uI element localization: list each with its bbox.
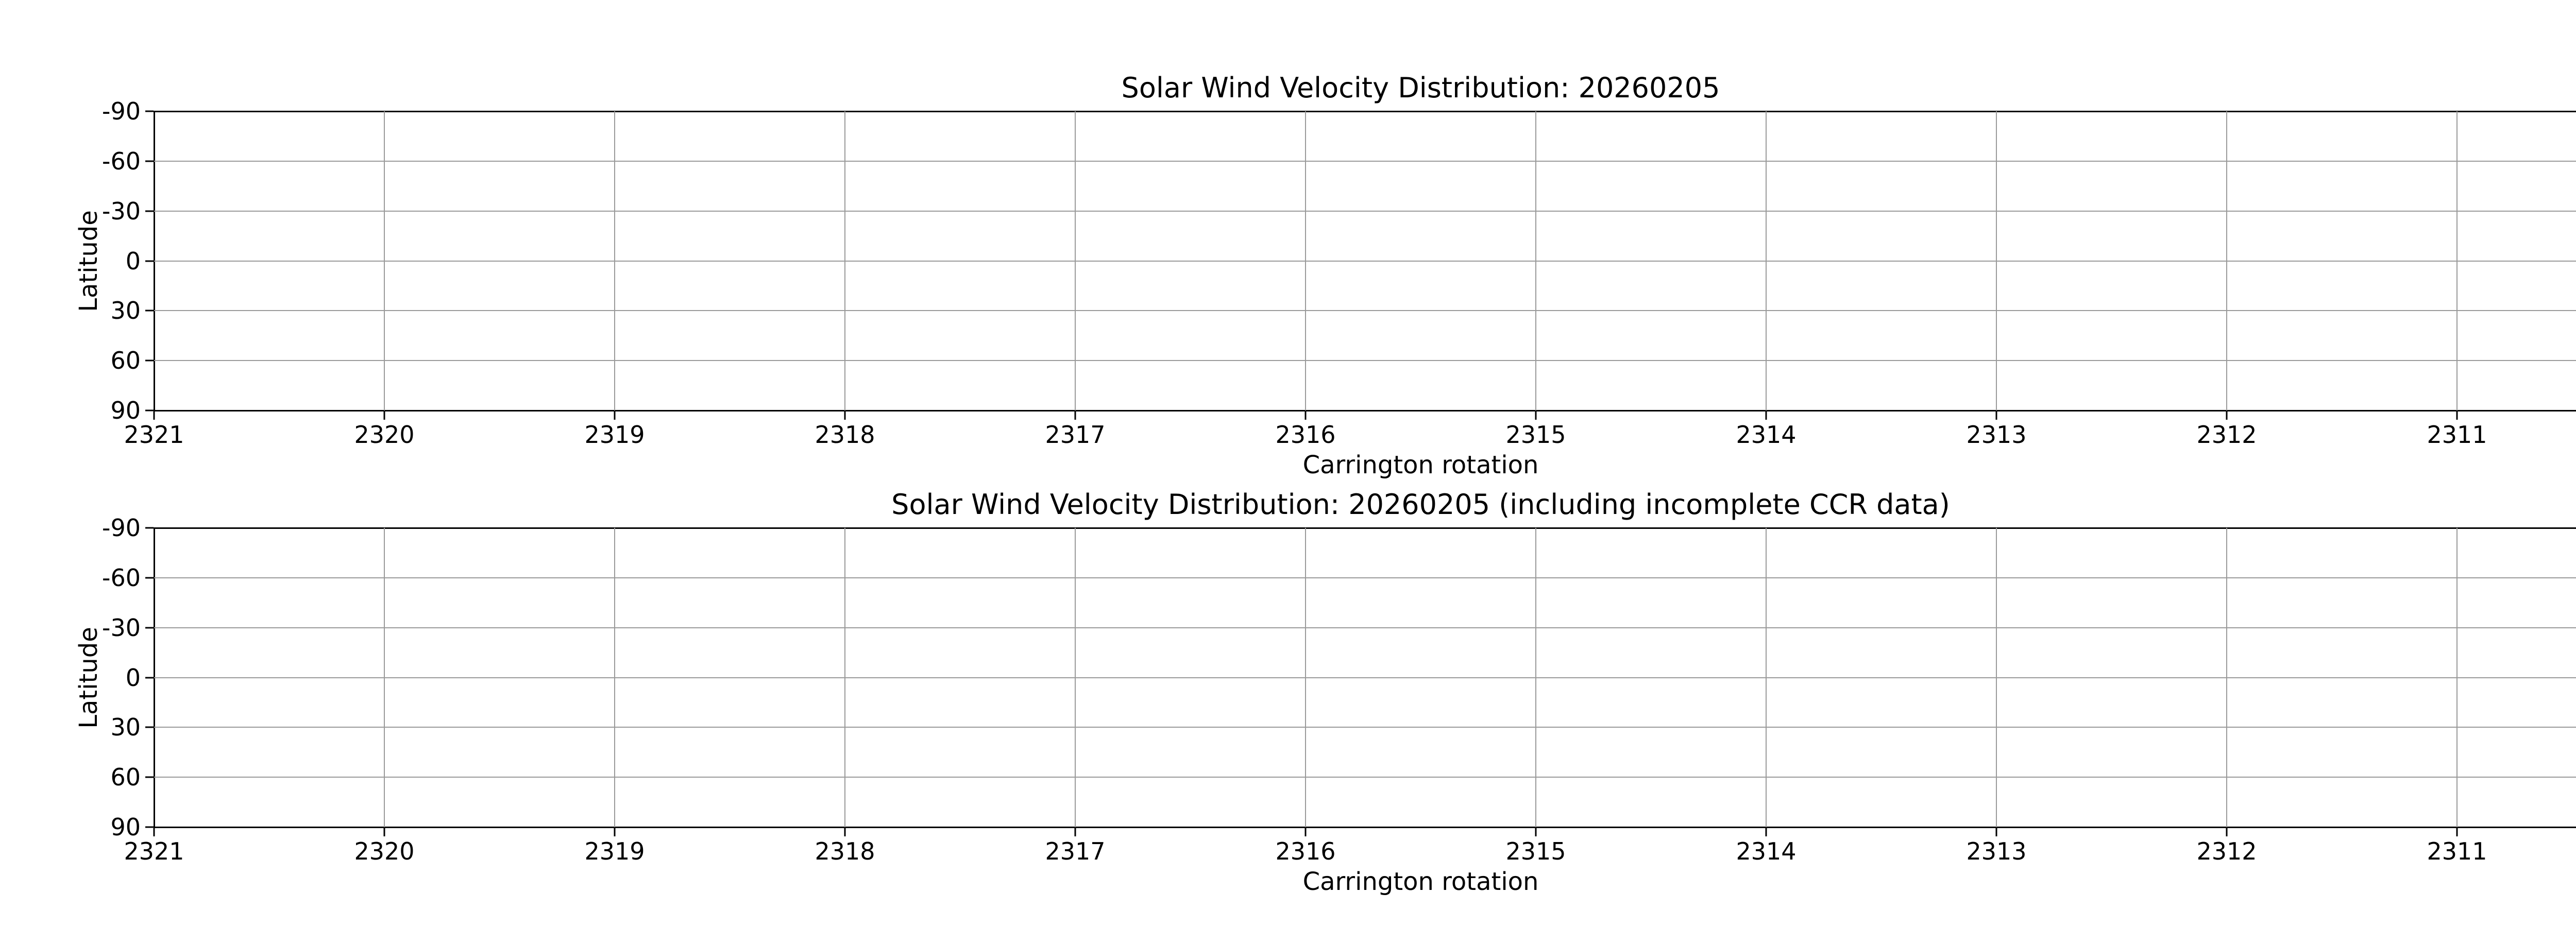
x-tick-label: 2314: [1736, 837, 1797, 865]
y-axis-label: Latitude: [74, 210, 103, 312]
x-tick: [1304, 828, 1307, 836]
x-tick: [1074, 411, 1076, 420]
x-tick: [1995, 828, 1997, 836]
x-tick-label: 2315: [1505, 421, 1566, 449]
x-tick-label: 2316: [1275, 421, 1336, 449]
y-tick-label: -30: [101, 197, 141, 225]
y-tick-label: -60: [101, 147, 141, 175]
y-gridline: [154, 777, 2576, 778]
x-tick: [1535, 411, 1537, 420]
y-tick: [145, 409, 154, 411]
x-tick: [2226, 828, 2228, 836]
y-tick-label: 30: [110, 713, 141, 742]
y-tick: [145, 260, 154, 262]
y-axis-label: Latitude: [74, 626, 103, 729]
x-tick: [153, 411, 155, 420]
x-tick: [844, 411, 846, 420]
x-tick: [153, 828, 155, 836]
x-tick-label: 2317: [1045, 421, 1106, 449]
y-gridline: [154, 210, 2576, 212]
x-tick-label: 2318: [815, 837, 875, 865]
x-tick: [844, 828, 846, 836]
y-tick: [145, 160, 154, 162]
x-tick-label: 2321: [124, 421, 184, 449]
x-tick-label: 2318: [815, 421, 875, 449]
x-tick-label: 2311: [2427, 837, 2487, 865]
y-tick-label: -60: [101, 563, 141, 592]
y-gridline: [154, 160, 2576, 162]
x-tick: [614, 828, 616, 836]
plot-title: Solar Wind Velocity Distribution: 202602…: [891, 488, 1950, 521]
x-tick: [383, 411, 385, 420]
x-tick: [1765, 411, 1767, 420]
y-tick: [145, 359, 154, 362]
x-tick-label: 2319: [584, 837, 645, 865]
y-tick: [145, 677, 154, 678]
y-tick-label: -30: [101, 613, 141, 642]
x-tick: [383, 828, 385, 836]
y-tick-label: 60: [110, 347, 141, 375]
y-tick-label: 90: [110, 813, 141, 841]
x-tick: [1535, 828, 1537, 836]
y-gridline: [154, 627, 2576, 628]
y-tick-label: 90: [110, 397, 141, 424]
y-gridline: [154, 727, 2576, 728]
x-tick: [1995, 411, 1997, 420]
x-tick-label: 2313: [1966, 837, 2027, 865]
x-tick: [2456, 411, 2458, 420]
x-axis-label: Carrington rotation: [1302, 451, 1539, 479]
x-tick-label: 2314: [1736, 421, 1797, 449]
x-tick-label: 2317: [1045, 837, 1106, 865]
x-tick: [1765, 828, 1767, 836]
x-tick-label: 2321: [124, 837, 184, 865]
y-gridline: [154, 677, 2576, 678]
y-tick-label: 60: [110, 763, 141, 792]
plot-title: Solar Wind Velocity Distribution: 202602…: [1121, 72, 1720, 104]
y-tick: [145, 527, 154, 529]
y-tick: [145, 627, 154, 629]
y-gridline: [154, 360, 2576, 362]
y-tick: [145, 310, 154, 312]
plot-top: Solar Wind Velocity Distribution: 202602…: [74, 74, 2576, 477]
x-tick: [2456, 828, 2458, 836]
y-tick-label: 30: [110, 297, 141, 325]
y-tick: [145, 577, 154, 579]
y-gridline: [154, 577, 2576, 578]
x-tick: [1304, 411, 1307, 420]
x-tick-label: 2319: [584, 421, 645, 449]
x-tick: [2226, 411, 2228, 420]
y-gridline: [154, 310, 2576, 312]
x-tick-label: 2311: [2427, 421, 2487, 449]
x-tick: [1074, 828, 1076, 836]
y-gridline: [154, 260, 2576, 262]
y-tick: [145, 776, 154, 778]
y-tick: [145, 826, 154, 828]
x-tick-label: 2320: [354, 421, 415, 449]
plot-bottom: Solar Wind Velocity Distribution: 202602…: [74, 491, 2576, 894]
y-tick: [145, 110, 154, 112]
y-tick-label: -90: [101, 514, 141, 542]
y-tick: [145, 210, 154, 212]
x-tick-label: 2312: [2196, 421, 2257, 449]
x-tick-label: 2316: [1275, 837, 1336, 865]
x-tick-label: 2315: [1505, 837, 1566, 865]
y-tick-label: 0: [125, 663, 141, 692]
y-tick-label: -90: [101, 97, 141, 125]
x-tick-label: 2313: [1966, 421, 2027, 449]
x-tick-label: 2312: [2196, 837, 2257, 865]
x-tick: [614, 411, 616, 420]
y-tick: [145, 726, 154, 728]
y-tick-label: 0: [125, 247, 141, 275]
x-axis-label: Carrington rotation: [1302, 867, 1539, 896]
x-tick-label: 2320: [354, 837, 415, 865]
